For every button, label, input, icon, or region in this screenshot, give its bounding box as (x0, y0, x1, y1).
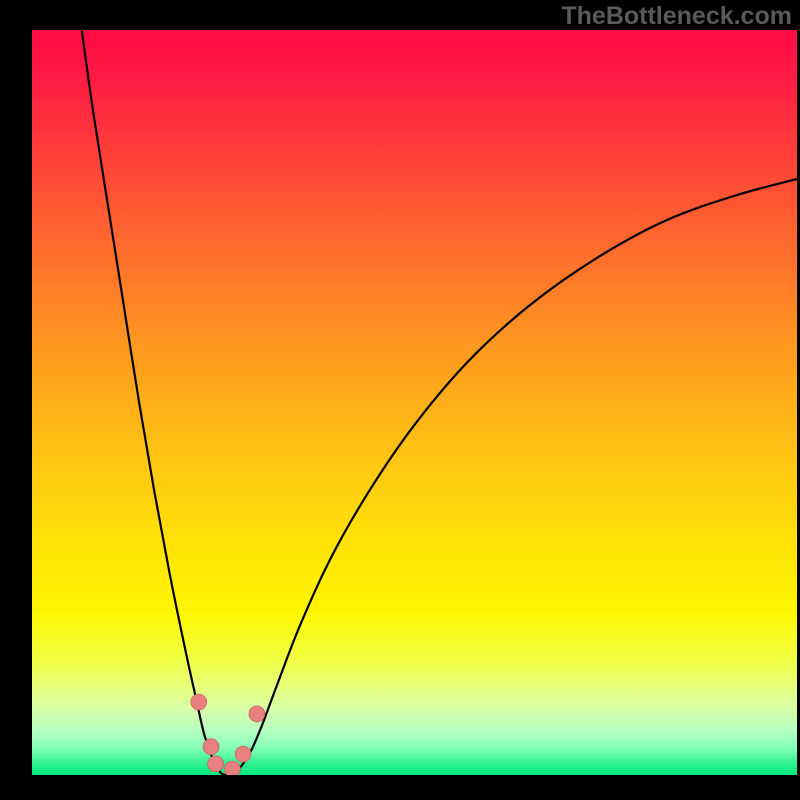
data-marker (208, 756, 224, 772)
data-marker (224, 761, 240, 775)
data-marker (235, 746, 251, 762)
plot-area (32, 30, 797, 775)
watermark-text: TheBottleneck.com (561, 2, 792, 31)
chart-frame: TheBottleneck.com (0, 0, 800, 800)
data-marker (203, 739, 219, 755)
data-marker (191, 694, 207, 710)
data-marker (249, 706, 265, 722)
gradient-background (32, 30, 797, 775)
